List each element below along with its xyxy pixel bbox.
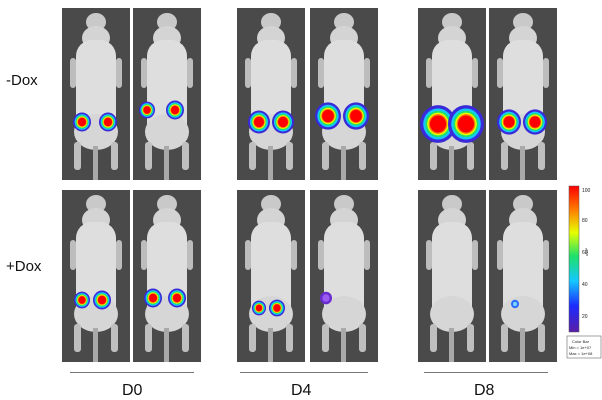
mouse-silhouette [70,13,122,180]
scale-unit: x10⁶ [584,248,589,256]
signal-spot [273,304,281,312]
mouse-silhouette [70,195,122,362]
signal-spot [148,293,158,303]
signal-spot [322,294,330,302]
mouse-silhouette [497,13,549,180]
signal-spot [103,117,113,127]
mouse-image-panel [237,190,305,362]
scale-max-text: Max = 1e+08 [569,351,593,356]
signal-spot [143,106,151,114]
mouse-silhouette [245,195,297,362]
signal-spot [254,116,264,128]
signal-spot [78,296,86,304]
signal-spot [97,295,107,305]
mouse-image-panel [310,8,378,180]
day-label-d4: D4 [291,382,312,399]
signal-spot [322,109,334,123]
mouse-silhouette [318,195,370,362]
mouse-image-panel [62,8,130,180]
signal-spot [457,115,475,133]
signal-spot [170,105,180,115]
row-label-minus-dox: -Dox [6,72,38,89]
mouse-image-panel [489,8,557,180]
day-label-d0: D0 [122,382,143,399]
scale-min-text: Min = 1e+07 [569,345,592,350]
mouse-silhouette [426,195,478,362]
signal-spot [429,115,447,133]
signal-spot [513,301,517,307]
signal-spot [172,293,182,303]
signal-spot [77,117,87,127]
mouse-silhouette [245,13,297,180]
mouse-silhouette [420,13,484,180]
scale-tick-60: 60 [582,250,588,256]
mouse-image-panel [310,190,378,362]
mouse-silhouette [139,13,193,180]
scale-tick-40: 40 [582,282,588,288]
signal-spot [503,116,515,128]
signal-spot [255,304,263,312]
mouse-image-panel [418,190,486,362]
signal-spot [529,116,541,128]
scale-legend-title: Color Bar [572,339,590,344]
color-scale-bar: 100 80 60 40 20 x10⁶ Color Bar Min = 1e+… [566,185,602,359]
mouse-image-panel [133,190,201,362]
row-label-plus-dox: +Dox [6,258,42,275]
mouse-silhouette [315,13,370,180]
day-label-d8: D8 [474,382,495,399]
mouse-image-panel [133,8,201,180]
scale-tick-100: 100 [582,188,591,194]
scale-tick-20: 20 [582,314,588,320]
day-line-d0 [70,372,194,373]
signal-spot [278,116,288,128]
day-line-d8 [424,372,548,373]
mouse-image-panel [418,8,486,180]
mouse-silhouette [141,195,193,362]
mouse-silhouette [497,195,549,362]
scale-tick-80: 80 [582,218,588,224]
signal-spot [350,109,362,123]
day-line-d4 [240,372,368,373]
mouse-image-panel [237,8,305,180]
mouse-image-panel [489,190,557,362]
mouse-image-panel [62,190,130,362]
